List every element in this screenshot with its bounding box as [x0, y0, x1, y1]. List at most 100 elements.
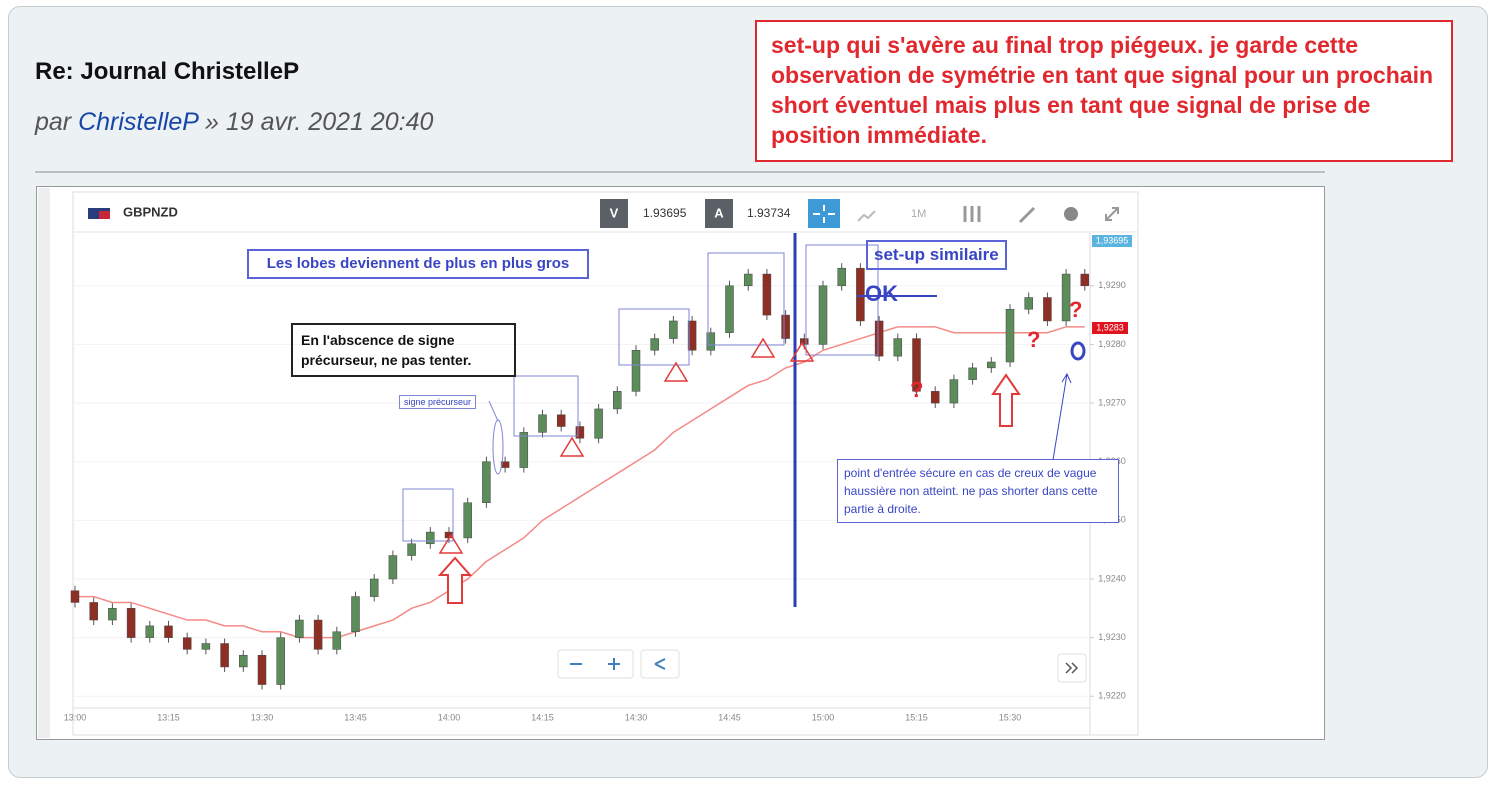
up-arrow [991, 373, 1021, 427]
candle [1024, 297, 1033, 310]
candle [369, 578, 379, 597]
candle [1061, 273, 1071, 322]
candle [949, 379, 959, 404]
x-tick-label: 13:15 [157, 712, 180, 722]
post-date: » 19 avr. 2021 20:40 [205, 108, 434, 136]
bid-label: V [610, 205, 619, 220]
chart-type-icon[interactable] [857, 210, 876, 222]
draw-icon[interactable] [1018, 206, 1036, 224]
x-tick-label: 14:00 [438, 712, 461, 722]
indicator-icon[interactable] [963, 206, 981, 222]
candle [893, 338, 903, 357]
candle [762, 273, 772, 316]
post-title: Re: Journal ChristelleP [35, 58, 300, 85]
candle [631, 350, 641, 392]
share-icon [654, 658, 666, 670]
separator [35, 171, 1325, 173]
image-frame: GBPNZD V 1.93695 A 1.93734 1M 1,9220 1,92… [36, 186, 1325, 740]
candle [1005, 308, 1015, 363]
candle [912, 338, 921, 392]
price-tag: 1,93695 [1096, 235, 1129, 245]
crosshair-button[interactable] [808, 199, 840, 228]
triangles [438, 337, 815, 554]
candle [482, 461, 491, 504]
candle [126, 608, 136, 638]
candle [164, 625, 173, 638]
candle [725, 285, 734, 333]
zoom-icons [570, 658, 620, 670]
candle [201, 643, 211, 650]
author-link[interactable]: ChristelleP [78, 108, 199, 136]
symbol: GBPNZD [123, 204, 178, 219]
annotation: ? [1027, 327, 1041, 352]
x-tick-label: 14:15 [531, 712, 554, 722]
chart: GBPNZD V 1.93695 A 1.93734 1M 1,9220 1,92… [38, 188, 1139, 738]
zoom-buttons[interactable] [557, 649, 634, 679]
candle [575, 426, 585, 439]
share-button[interactable] [640, 649, 680, 679]
crosshair-icon [813, 205, 835, 223]
candle [781, 314, 790, 339]
ma-tag-box [1092, 322, 1128, 334]
y-tick-label: 1,9270 [1098, 397, 1126, 407]
candle [313, 619, 323, 650]
moving-average [75, 326, 1085, 639]
x-tick-label: 15:15 [905, 712, 928, 722]
annotation: Les lobes deviennent de plus en plus gro… [247, 249, 589, 279]
candle [669, 320, 678, 339]
candle [426, 531, 435, 545]
candle [800, 338, 809, 345]
note: set-up qui s'avère au final trop piégeux… [755, 20, 1453, 162]
x-tick-label: 15:00 [812, 712, 835, 722]
pointer-arrow [1052, 372, 1072, 461]
annotation: ? [910, 377, 924, 402]
candle [407, 543, 416, 556]
x-tick-label: 14:30 [625, 712, 648, 722]
x-tick-label: 13:45 [344, 712, 367, 722]
ask-price: 1.93734 [747, 206, 791, 220]
candle [706, 332, 716, 351]
y-tick-label: 1,9230 [1098, 632, 1126, 642]
candle [276, 637, 285, 685]
candle [70, 590, 80, 603]
candle [818, 285, 828, 345]
x-tick-label: 13:00 [64, 712, 87, 722]
candle [463, 502, 472, 539]
ask-button[interactable] [705, 199, 733, 228]
lobe-boxes [402, 244, 879, 542]
candle [987, 361, 996, 369]
circle-mark [1070, 341, 1086, 361]
timeframe[interactable]: 1M [911, 208, 926, 220]
candle [519, 432, 529, 468]
ask-label: A [714, 205, 724, 220]
candle [295, 619, 304, 638]
annotation: point d'entrée sécure en cas de creux de… [837, 459, 1119, 523]
candle [108, 608, 117, 621]
fullscreen-icon[interactable] [1105, 207, 1119, 221]
x-tick-label: 13:30 [251, 712, 274, 722]
settings-icon[interactable] [1064, 207, 1078, 221]
annotation: set-up similaire [866, 240, 1007, 270]
candle [837, 267, 846, 287]
flag-icon-part [99, 211, 110, 219]
candle [500, 461, 510, 468]
candle [89, 602, 98, 621]
candle [594, 408, 603, 439]
y-tick-label: 1,9280 [1098, 339, 1126, 349]
candle [687, 320, 697, 351]
by: par [35, 108, 72, 136]
candle [257, 654, 267, 685]
bid-button[interactable] [600, 199, 628, 228]
candle [332, 631, 342, 650]
candle [538, 414, 547, 433]
candle [856, 267, 865, 322]
candle [556, 414, 566, 427]
x-tick-label: 15:30 [999, 712, 1022, 722]
candle [220, 643, 229, 668]
y-tick-label: 1,9220 [1098, 691, 1126, 701]
y-tick-label: 1,9240 [1098, 573, 1126, 583]
candle [650, 338, 659, 351]
x-tick-label: 14:45 [718, 712, 741, 722]
